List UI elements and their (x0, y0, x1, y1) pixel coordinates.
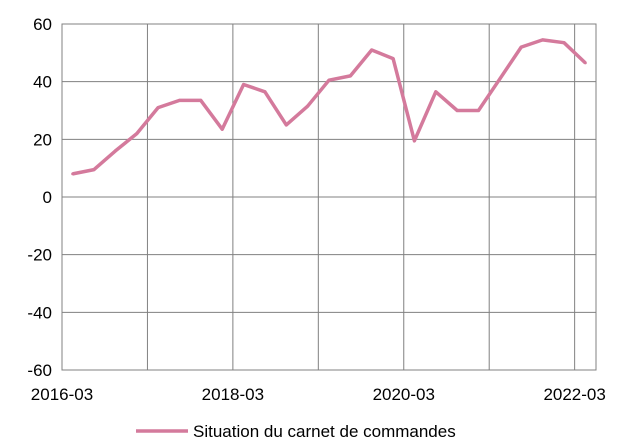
x-tick-label: 2020-03 (373, 385, 435, 404)
data-point (434, 90, 438, 94)
data-point (583, 61, 587, 65)
grid (61, 23, 596, 371)
data-point (519, 45, 523, 49)
data-point (113, 149, 117, 153)
y-tick-label: 20 (33, 130, 52, 149)
data-point (348, 74, 352, 78)
y-axis-ticks: 60 40 20 0 -20 -40 -60 (27, 15, 52, 380)
data-point (562, 41, 566, 45)
data-point (370, 48, 374, 52)
legend-label: Situation du carnet de commandes (193, 422, 456, 439)
data-point (477, 109, 481, 112)
data-point (306, 104, 310, 108)
data-point (135, 132, 139, 136)
data-point (242, 83, 246, 87)
y-tick-label: 0 (43, 188, 52, 207)
series-layer (71, 38, 587, 176)
data-point (199, 98, 203, 102)
data-point (177, 98, 181, 102)
y-tick-label: -40 (27, 303, 52, 322)
data-point (92, 168, 96, 172)
y-tick-label: 40 (33, 73, 52, 92)
plot-frame (61, 23, 597, 371)
y-tick-label: 60 (33, 15, 52, 34)
data-point (391, 57, 395, 61)
data-point (284, 123, 288, 127)
data-point (412, 139, 416, 143)
series-line (72, 38, 587, 176)
data-point (541, 38, 545, 42)
y-tick-label: -20 (27, 246, 52, 265)
y-tick-label: -60 (27, 361, 52, 380)
data-point (327, 78, 331, 82)
x-tick-label: 2018-03 (202, 385, 264, 404)
data-point (263, 90, 267, 94)
x-tick-label: 2016-03 (31, 385, 93, 404)
data-point (498, 77, 502, 81)
data-point (156, 106, 160, 110)
x-axis-ticks: 2016-03 2018-03 2020-03 2022-03 (31, 385, 606, 404)
legend: Situation du carnet de commandes (136, 422, 456, 439)
data-point (455, 109, 459, 112)
data-point (220, 127, 224, 131)
data-point (71, 172, 75, 176)
x-tick-label: 2022-03 (543, 385, 605, 404)
